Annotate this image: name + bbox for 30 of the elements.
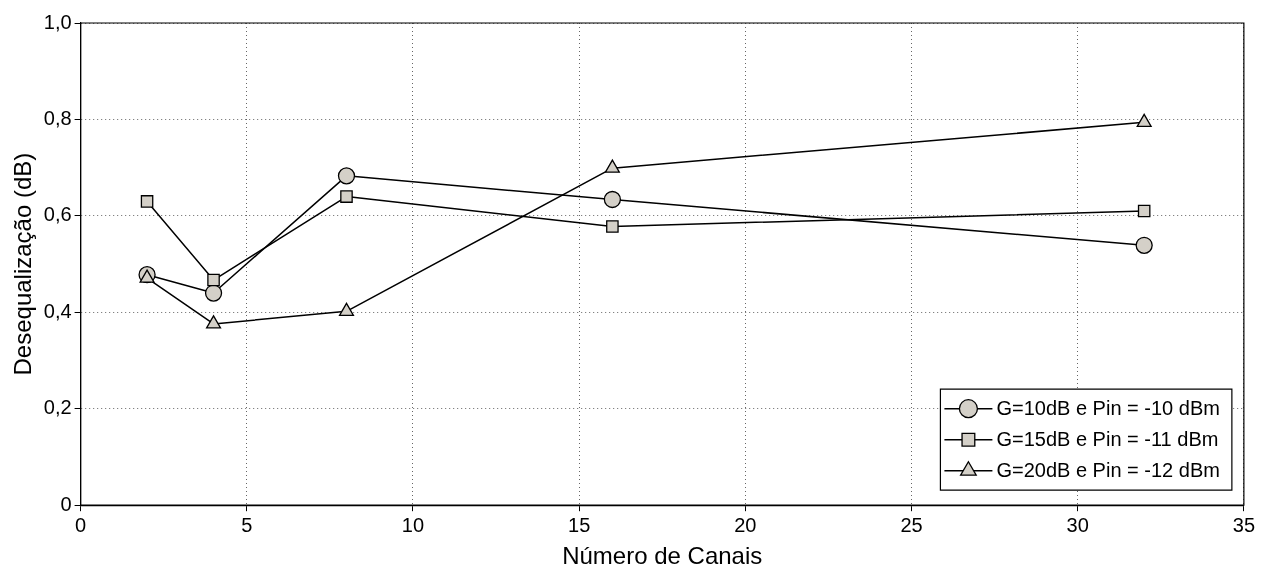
point — [340, 190, 353, 203]
y-tick-label: 0 — [60, 492, 72, 515]
point — [140, 195, 154, 208]
y-tick-label: 0,2 — [43, 396, 72, 419]
legend-label: G=10dB e Pin = -10 dBm — [996, 397, 1220, 420]
x-tick-label: 35 — [1232, 513, 1255, 536]
point — [204, 284, 223, 302]
y-tick-label: 1,0 — [43, 10, 72, 33]
point — [603, 190, 622, 209]
x-tick-label: 0 — [75, 513, 87, 536]
point — [606, 220, 619, 233]
point — [207, 273, 220, 287]
y-tick-label: 0,4 — [43, 299, 72, 322]
point — [337, 167, 356, 185]
y-axis-title: Desequalização (dB) — [9, 152, 37, 376]
y-tick-label: 0,8 — [43, 106, 72, 129]
legend-label: G=20dB e Pin = -12 dBm — [996, 459, 1220, 482]
legend-label: G=15dB e Pin = -11 dBm — [996, 428, 1219, 451]
y-tick-label: 0,6 — [43, 203, 72, 226]
point — [205, 315, 222, 329]
x-tick-label: 10 — [401, 513, 425, 536]
x-tick-label: 30 — [1066, 513, 1089, 536]
x-tick-label: 20 — [734, 513, 757, 536]
point — [338, 302, 355, 317]
x-tick-label: 15 — [568, 513, 591, 536]
x-tick-label: 5 — [241, 513, 253, 536]
x-axis-title: Número de Canais — [562, 542, 763, 570]
point — [1137, 204, 1151, 218]
point — [1135, 236, 1153, 254]
x-tick-label: 25 — [900, 513, 923, 536]
